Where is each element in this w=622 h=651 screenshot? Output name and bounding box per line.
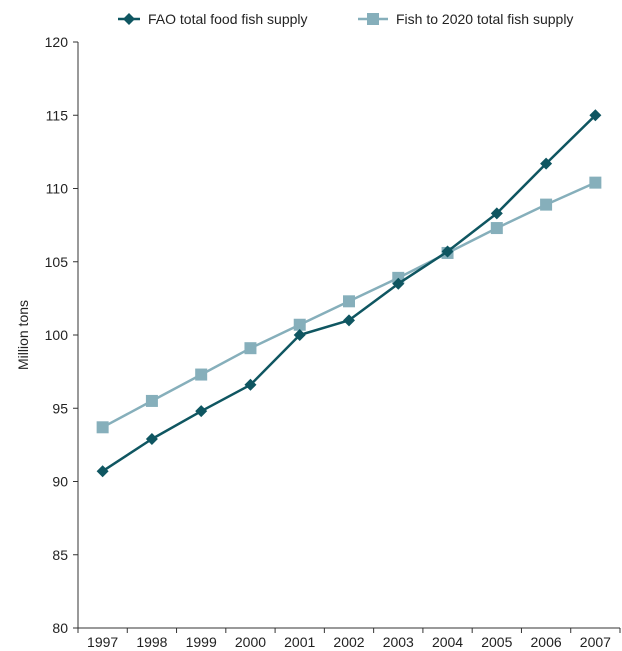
axes xyxy=(73,41,621,633)
data-point-fao xyxy=(293,329,306,341)
legend: FAO total food fish supply Fish to 2020 … xyxy=(118,11,573,27)
data-point-fish2020 xyxy=(589,176,602,189)
y-axis-title: Million tons xyxy=(15,300,31,370)
y-tick-label: 90 xyxy=(52,474,68,490)
legend-marker-fish2020 xyxy=(367,13,379,25)
y-tick-label: 95 xyxy=(52,400,68,416)
x-tick-label: 1999 xyxy=(186,634,217,650)
data-point-fao xyxy=(244,378,257,391)
data-point-fao xyxy=(540,157,553,170)
data-point-fao xyxy=(343,314,355,327)
series-line-fao xyxy=(101,114,597,473)
y-tick-label: 110 xyxy=(46,181,69,197)
data-point-fao xyxy=(589,109,602,122)
data-point-fish2020 xyxy=(195,368,208,381)
tick-labels: 80 85 90 95 100 105 110 115 120 1997 1998 1999 2000 2… xyxy=(45,34,612,650)
data-point-fao xyxy=(96,465,109,478)
series-layer xyxy=(96,109,602,478)
data-point-fish2020 xyxy=(96,421,109,434)
legend-label-fao: FAO total food fish supply xyxy=(148,11,308,27)
y-tick-label: 80 xyxy=(52,620,68,636)
x-tick-label: 2007 xyxy=(580,634,611,650)
data-point-fao xyxy=(441,245,454,258)
x-tick-label: 1998 xyxy=(136,634,167,650)
x-tick-label: 2006 xyxy=(531,634,562,650)
x-tick-label: 1997 xyxy=(87,634,118,650)
data-point-fao xyxy=(490,207,503,220)
data-point-fish2020 xyxy=(343,295,355,308)
legend-entry-fish2020: Fish to 2020 total fish supply xyxy=(358,11,573,27)
data-point-fish2020 xyxy=(540,198,553,211)
x-tick-label: 2002 xyxy=(333,634,364,650)
y-tick-label: 100 xyxy=(45,327,69,343)
data-point-fish2020 xyxy=(490,222,503,235)
x-tick-label: 2000 xyxy=(235,634,266,650)
x-tick-label: 2003 xyxy=(383,634,414,650)
y-tick-label: 115 xyxy=(46,107,69,123)
y-tick-label: 105 xyxy=(45,254,69,270)
legend-marker-fao xyxy=(123,13,135,25)
x-tick-label: 2001 xyxy=(284,634,315,650)
y-tick-label: 85 xyxy=(52,547,68,563)
data-point-fao xyxy=(392,277,405,290)
x-tick-label: 2005 xyxy=(481,634,512,650)
data-point-fao xyxy=(145,433,158,446)
y-tick-label: 120 xyxy=(45,34,69,50)
legend-label-fish2020: Fish to 2020 total fish supply xyxy=(396,11,573,27)
data-point-fish2020 xyxy=(145,394,158,407)
data-point-fish2020 xyxy=(293,318,306,331)
legend-entry-fao: FAO total food fish supply xyxy=(118,11,308,27)
x-tick-label: 2004 xyxy=(432,634,463,650)
data-point-fao xyxy=(195,405,208,418)
data-point-fish2020 xyxy=(244,342,257,355)
